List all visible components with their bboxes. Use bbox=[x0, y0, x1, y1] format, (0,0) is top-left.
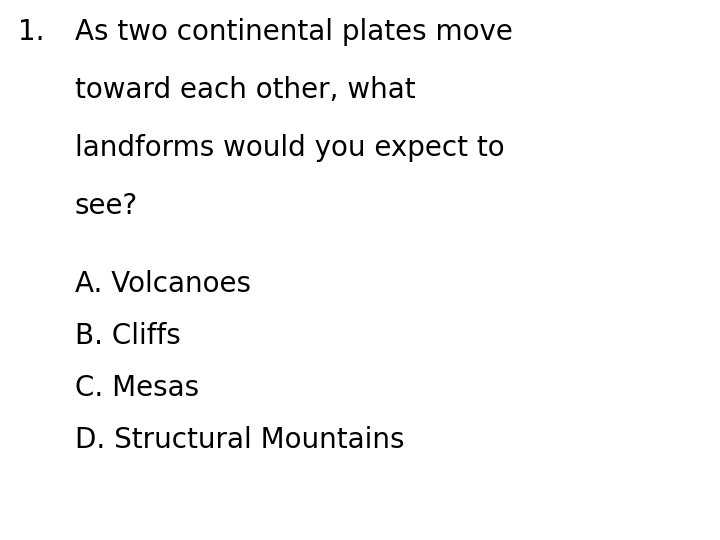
Text: As two continental plates move: As two continental plates move bbox=[75, 18, 513, 46]
Text: see?: see? bbox=[75, 192, 138, 220]
Text: A. Volcanoes: A. Volcanoes bbox=[75, 270, 251, 298]
Text: toward each other, what: toward each other, what bbox=[75, 76, 415, 104]
Text: C. Mesas: C. Mesas bbox=[75, 374, 199, 402]
Text: B. Cliffs: B. Cliffs bbox=[75, 322, 181, 350]
Text: D. Structural Mountains: D. Structural Mountains bbox=[75, 426, 405, 454]
Text: landforms would you expect to: landforms would you expect to bbox=[75, 134, 505, 162]
Text: 1.: 1. bbox=[18, 18, 45, 46]
